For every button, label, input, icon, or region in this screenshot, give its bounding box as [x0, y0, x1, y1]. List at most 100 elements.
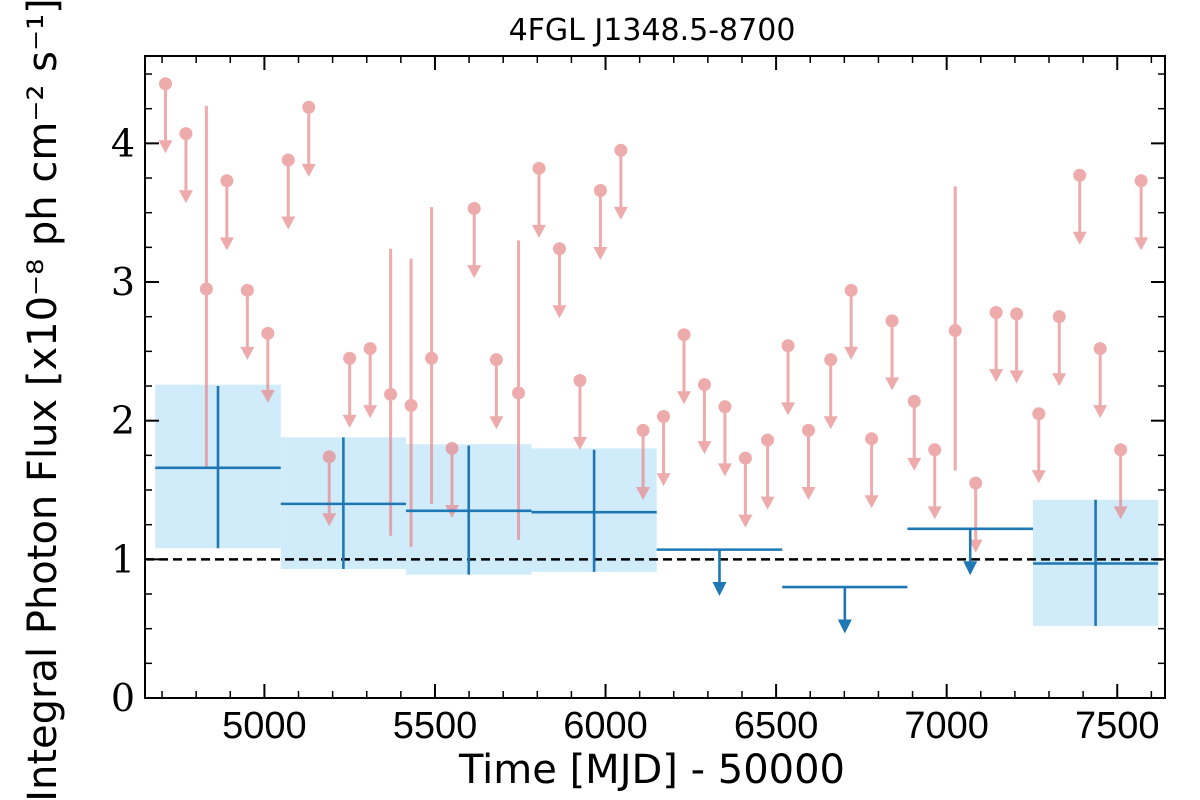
coarse-bin-7 [1032, 499, 1159, 626]
fine-marker [969, 476, 983, 490]
coarse-bin-2 [405, 445, 532, 575]
fine-marker [738, 451, 752, 465]
fine-marker [467, 202, 481, 216]
fine-point-43 [1052, 310, 1067, 387]
fine-marker [532, 161, 546, 175]
fine-marker [697, 378, 711, 392]
fine-point-3 [219, 174, 234, 251]
fine-point-34 [864, 432, 879, 509]
fine-limit-arrow [717, 463, 732, 477]
fine-point-4 [240, 283, 255, 360]
fine-point-30 [781, 339, 796, 416]
fine-marker [677, 328, 691, 342]
fine-marker [718, 400, 732, 414]
fine-marker [489, 353, 503, 367]
fine-limit-arrow [158, 140, 173, 154]
fine-limit-arrow [968, 539, 983, 553]
fine-marker [404, 398, 418, 412]
fine-point-10 [363, 342, 378, 419]
coarse-bin-0 [155, 386, 281, 549]
fine-limit-arrow [907, 457, 922, 471]
fine-point-38 [948, 186, 962, 471]
fine-point-22 [613, 143, 628, 220]
fine-limit-arrow [801, 486, 816, 500]
fine-limit-arrow [697, 441, 712, 455]
fine-point-15 [467, 202, 482, 279]
fine-limit-arrow [844, 346, 859, 360]
fine-limit-arrow [219, 237, 234, 251]
fine-limit-arrow [781, 402, 796, 416]
fine-point-24 [656, 410, 671, 487]
fine-marker [989, 306, 1003, 320]
coarse-bin-6 [907, 527, 1033, 576]
fine-limit-arrow [572, 437, 587, 451]
coarse-limit-arrow [963, 561, 978, 576]
y-axis-label: Integral Photon Flux [x10⁻⁸ ph cm⁻² s⁻¹] [20, 0, 66, 800]
fine-marker [302, 100, 316, 114]
fine-limit-arrow [363, 405, 378, 419]
fine-marker [1032, 407, 1046, 421]
fine-limit-arrow [760, 496, 775, 510]
x-tick-label: 5500 [393, 705, 478, 747]
fine-point-19 [552, 242, 567, 319]
fine-marker [261, 326, 275, 340]
fine-limit-arrow [552, 305, 567, 319]
x-tick-label: 6500 [734, 705, 819, 747]
fine-marker [865, 432, 879, 446]
fine-point-45 [1093, 342, 1108, 419]
fine-limit-arrow [927, 506, 942, 520]
fine-marker [614, 143, 628, 157]
fine-limit-arrow [1072, 231, 1087, 245]
fine-point-31 [801, 423, 816, 500]
fine-limit-arrow [322, 513, 337, 527]
coarse-bin-5 [782, 585, 908, 634]
fine-point-36 [907, 394, 922, 471]
fine-point-0 [158, 77, 173, 154]
fine-marker [1134, 174, 1148, 188]
fine-point-39 [968, 476, 983, 553]
fine-point-21 [593, 184, 608, 261]
coarse-bin-3 [531, 449, 657, 572]
fine-point-26 [697, 378, 712, 455]
fine-limit-arrow [260, 389, 275, 403]
fine-marker [384, 387, 398, 401]
fine-limit-arrow [1113, 506, 1128, 520]
x-tick-label: 5000 [222, 705, 307, 747]
fine-limit-arrow [1031, 470, 1046, 484]
fine-marker [363, 342, 377, 356]
fine-marker [1052, 310, 1066, 324]
fine-limit-arrow [281, 216, 296, 230]
fine-limit-arrow [738, 514, 753, 528]
fine-point-13 [425, 207, 439, 504]
fine-point-12 [404, 258, 418, 547]
fine-point-17 [512, 240, 526, 540]
fine-marker [220, 174, 234, 188]
fine-point-33 [844, 283, 859, 360]
fine-point-18 [532, 161, 547, 238]
fine-marker [158, 77, 172, 91]
fine-point-47 [1134, 174, 1149, 251]
fine-marker [844, 283, 858, 297]
fine-point-42 [1031, 407, 1046, 484]
fine-limit-arrow [676, 391, 691, 405]
fine-point-35 [885, 314, 900, 391]
fine-marker [824, 353, 838, 367]
fine-marker [1010, 307, 1024, 321]
x-tick-label: 6000 [563, 705, 648, 747]
fine-limit-arrow [656, 473, 671, 487]
fine-point-16 [489, 353, 504, 430]
fine-limit-arrow [532, 224, 547, 238]
fine-series [158, 77, 1149, 553]
fine-marker [240, 283, 254, 297]
fine-limit-arrow [1093, 405, 1108, 419]
coarse-bin-1 [280, 437, 406, 570]
fine-point-2 [199, 105, 213, 467]
coarse-limit-arrow [712, 582, 727, 597]
fine-marker [343, 351, 357, 365]
fine-limit-arrow [593, 247, 608, 261]
fine-limit-arrow [240, 346, 255, 360]
fine-point-41 [1009, 307, 1024, 384]
fine-limit-arrow [823, 416, 838, 430]
